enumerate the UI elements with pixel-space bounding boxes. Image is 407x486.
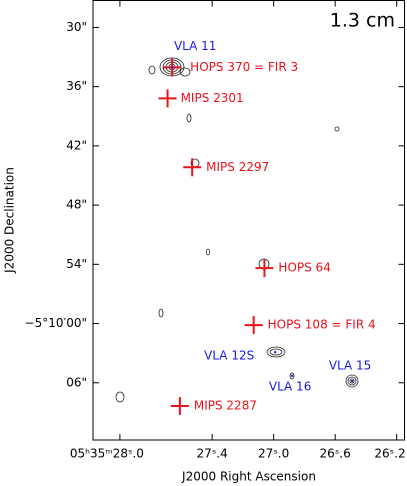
y-tick-label: 36" (66, 79, 87, 93)
y-tick-label: 54" (66, 257, 87, 271)
vla-source (170, 66, 174, 69)
source-cross (183, 158, 202, 177)
y-tick-label: 42" (66, 138, 87, 152)
y-tick-label: 48" (66, 198, 87, 212)
y-tick-label: −5°10′00" (25, 316, 87, 330)
source-label: HOPS 370 = FIR 3 (190, 60, 298, 74)
source-label: VLA 16 (269, 379, 311, 393)
x-tick-label: 27ˢ.0 (258, 447, 289, 461)
source-label: HOPS 64 (278, 261, 330, 275)
source-label: VLA 11 (174, 39, 216, 53)
source-cross (158, 89, 177, 108)
source-label: MIPS 2301 (181, 91, 244, 105)
vla-source (290, 374, 294, 378)
source-cross (170, 397, 189, 416)
source-label: MIPS 2287 (194, 399, 257, 413)
vla-source (273, 350, 277, 354)
x-tick-label: 27ˢ.4 (197, 447, 228, 461)
source-cross (255, 259, 274, 278)
y-tick-label: 06" (66, 375, 87, 389)
source-label: HOPS 108 = FIR 4 (268, 318, 376, 332)
source-label: VLA 15 (329, 359, 371, 373)
source-label: VLA 12S (204, 349, 254, 363)
x-axis-label: J2000 Right Ascension (181, 470, 316, 484)
band-label: 1.3 cm (330, 10, 395, 32)
y-axis-label: J2000 Declination (3, 167, 17, 274)
x-tick-label: 26ˢ.2 (374, 447, 405, 461)
vla-source (350, 379, 354, 383)
source-label: MIPS 2297 (206, 160, 269, 174)
plot-frame (92, 0, 405, 441)
x-tick-label: 26ˢ.6 (320, 447, 351, 461)
x-tick-label: 05ʰ35ᵐ28ˢ.0 (70, 447, 144, 461)
source-cross (244, 316, 263, 335)
y-tick-label: 30" (66, 20, 87, 34)
